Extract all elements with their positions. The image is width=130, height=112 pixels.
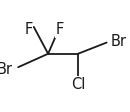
Text: Br: Br: [0, 62, 13, 77]
Text: F: F: [56, 22, 64, 37]
Text: Br: Br: [110, 34, 126, 49]
Text: F: F: [24, 22, 33, 37]
Text: Cl: Cl: [71, 77, 85, 92]
